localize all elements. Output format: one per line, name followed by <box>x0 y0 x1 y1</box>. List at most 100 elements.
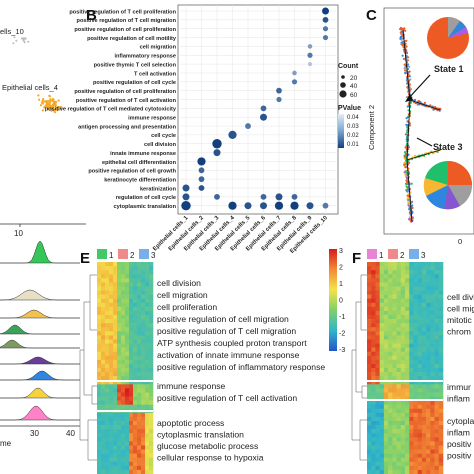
e-colorbar-tick: 3 <box>339 248 343 255</box>
heatmap-cell <box>417 380 423 385</box>
heatmap-cell <box>426 315 431 320</box>
heatmap-cell <box>388 416 393 422</box>
heatmap-cell <box>141 278 146 283</box>
heatmap-cell <box>133 262 138 267</box>
heatmap-cell <box>121 400 126 405</box>
heatmap-cell <box>434 315 440 320</box>
heatmap-cell <box>113 445 118 450</box>
trajectory-cell <box>408 65 411 68</box>
heatmap-cell <box>396 363 402 369</box>
heatmap-cell <box>121 310 126 316</box>
trajectory-cell <box>408 218 411 221</box>
heatmap-cell <box>149 262 154 267</box>
heatmap-cell <box>392 262 397 267</box>
heatmap-cell <box>379 278 385 283</box>
heatmap-cell <box>413 441 418 446</box>
heatmap-cell <box>97 384 102 389</box>
heatmap-cell <box>413 294 418 299</box>
heatmap-cell <box>417 310 423 316</box>
heatmap-cell <box>101 396 106 401</box>
heatmap-cell <box>129 339 134 344</box>
heatmap-cell <box>125 433 130 438</box>
heatmap-cell <box>109 469 114 474</box>
heatmap-cell <box>121 347 126 352</box>
umap-point <box>37 94 40 97</box>
heatmap-cell <box>434 319 440 324</box>
legend-pvalue-colorbar <box>338 114 344 148</box>
heatmap-cell <box>129 425 134 430</box>
heatmap-cell <box>371 368 376 373</box>
heatmap-cell <box>438 339 444 344</box>
heatmap-cell <box>133 441 138 446</box>
heatmap-cell <box>137 465 142 471</box>
heatmap-cell <box>413 416 418 422</box>
heatmap-cell <box>367 347 372 352</box>
heatmap-cell <box>97 421 102 426</box>
heatmap-cell <box>129 412 134 418</box>
heatmap-cell <box>430 347 435 352</box>
heatmap-cell <box>405 453 410 458</box>
heatmap-cell <box>141 363 146 369</box>
heatmap-cell <box>133 351 138 357</box>
heatmap-cell <box>417 392 423 397</box>
heatmap-cell <box>383 400 389 405</box>
heatmap-cell <box>417 445 423 450</box>
heatmap-cell <box>392 319 397 324</box>
dotplot-term-label: positive regulation of T cell activation <box>76 98 177 104</box>
heatmap-cell <box>409 302 414 308</box>
dotplot-term-labels: positive regulation of T cell proliferat… <box>45 9 177 210</box>
heatmap-cell <box>438 457 444 463</box>
heatmap-cell <box>109 445 114 450</box>
heatmap-cell <box>125 319 130 324</box>
heatmap-cell <box>133 380 138 385</box>
dotplot-dot <box>244 202 252 210</box>
heatmap-cell <box>105 270 110 275</box>
heatmap-cell <box>149 392 154 397</box>
heatmap-cell <box>388 465 393 471</box>
heatmap-cell <box>371 396 376 401</box>
heatmap-cell <box>417 433 423 438</box>
heatmap-cell <box>388 310 393 316</box>
heatmap-cell <box>417 457 423 463</box>
heatmap-cell <box>430 376 435 381</box>
heatmap-cell <box>434 306 440 312</box>
heatmap-cell <box>396 310 402 316</box>
heatmap-cell <box>141 306 146 312</box>
heatmap-cell <box>383 416 389 422</box>
heatmap-cell <box>117 384 122 389</box>
heatmap-cell <box>417 376 423 381</box>
heatmap-cell <box>383 388 389 393</box>
heatmap-cell <box>129 433 134 438</box>
heatmap-cell <box>141 384 146 389</box>
legend-count-label-20: 20 <box>350 75 358 82</box>
heatmap-cell <box>121 469 126 474</box>
heatmap-cell <box>367 380 372 385</box>
heatmap-cell <box>367 445 372 450</box>
heatmap-cell <box>97 270 102 275</box>
heatmap-cell <box>426 266 431 271</box>
umap-point <box>47 99 50 103</box>
heatmap-cell <box>434 262 440 267</box>
heatmap-cell <box>409 457 414 463</box>
heatmap-cell <box>101 319 106 324</box>
heatmap-cell <box>105 278 110 283</box>
heatmap-cell <box>97 319 102 324</box>
heatmap-cell <box>438 384 444 389</box>
heatmap-cell <box>430 445 435 450</box>
dotplot-dot <box>276 96 282 103</box>
heatmap-cell <box>396 266 402 271</box>
heatmap-cell <box>409 335 414 340</box>
heatmap-cell <box>101 461 106 467</box>
heatmap-cell <box>367 343 372 348</box>
umap-point <box>46 106 50 110</box>
heatmap-cell <box>413 310 418 316</box>
heatmap-cell <box>396 372 402 377</box>
heatmap-cell <box>375 335 380 340</box>
heatmap-cell <box>405 323 410 328</box>
heatmap-cell <box>421 408 427 414</box>
heatmap-cell <box>371 327 376 332</box>
heatmap-cell <box>367 323 372 328</box>
heatmap-cell <box>409 282 414 287</box>
heatmap-cell <box>113 315 118 320</box>
heatmap-cell <box>430 469 435 474</box>
